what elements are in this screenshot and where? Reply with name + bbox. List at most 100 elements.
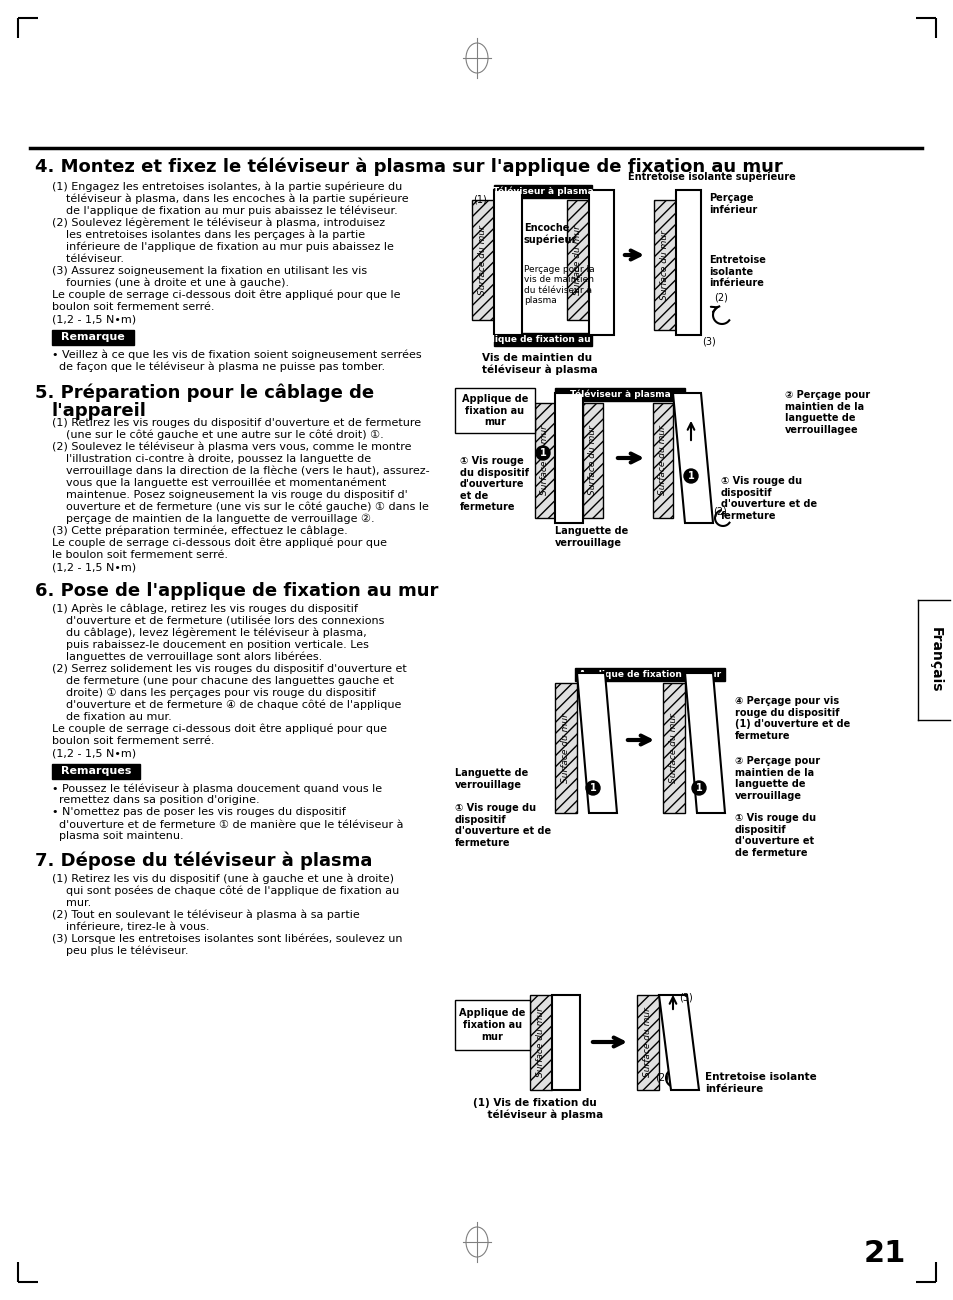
Text: (1) Retirez les vis rouges du dispositif d'ouverture et de fermeture: (1) Retirez les vis rouges du dispositif… — [52, 419, 420, 428]
Text: (2): (2) — [655, 1072, 668, 1083]
Text: d'ouverture et de fermeture (utilisée lors des connexions: d'ouverture et de fermeture (utilisée lo… — [52, 616, 384, 627]
Text: verrouillage dans la direction de la flèche (vers le haut), assurez-: verrouillage dans la direction de la flè… — [52, 465, 429, 477]
Text: inférieure de l'applique de fixation au mur puis abaissez le: inférieure de l'applique de fixation au … — [52, 242, 394, 252]
Text: ① Vis rouge du
dispositif
d'ouverture et de
fermeture: ① Vis rouge du dispositif d'ouverture et… — [720, 476, 817, 521]
Text: mur.: mur. — [52, 898, 91, 907]
Bar — [455, 387, 535, 433]
Text: qui sont posées de chaque côté de l'applique de fixation au: qui sont posées de chaque côté de l'appl… — [52, 887, 399, 897]
Text: Applique de fixation au mur: Applique de fixation au mur — [472, 335, 614, 345]
Text: ② Perçage pour
maintien de la
languette de
verrouillage: ② Perçage pour maintien de la languette … — [734, 757, 820, 801]
Text: Entretoise isolante
inférieure: Entretoise isolante inférieure — [704, 1072, 816, 1093]
Text: du câblage), levez légèrement le téléviseur à plasma,: du câblage), levez légèrement le télévis… — [52, 628, 366, 638]
Text: (3) Lorsque les entretoises isolantes sont libérées, soulevez un: (3) Lorsque les entretoises isolantes so… — [52, 933, 402, 945]
Text: Applique de
fixation au
mur: Applique de fixation au mur — [461, 394, 528, 428]
Text: 7. Dépose du téléviseur à plasma: 7. Dépose du téléviseur à plasma — [35, 852, 372, 871]
Bar — [552, 994, 579, 1089]
Bar — [555, 393, 582, 523]
Text: Le couple de serrage ci-dessous doit être appliqué pour que: Le couple de serrage ci-dessous doit êtr… — [52, 538, 387, 549]
Text: Entretoise isolante supérieure: Entretoise isolante supérieure — [627, 172, 795, 182]
Text: Téléviseur à plasma: Téléviseur à plasma — [569, 390, 670, 399]
Text: droite) ① dans les perçages pour vis rouge du dispositif: droite) ① dans les perçages pour vis rou… — [52, 688, 375, 698]
Bar — [494, 190, 521, 335]
Circle shape — [585, 781, 599, 796]
Text: de fixation au mur.: de fixation au mur. — [52, 712, 172, 722]
Text: Vis de maintien du
téléviseur à plasma: Vis de maintien du téléviseur à plasma — [481, 354, 598, 376]
Text: (1,2 - 1,5 N•m): (1,2 - 1,5 N•m) — [52, 562, 136, 572]
Bar — [662, 682, 684, 812]
Circle shape — [536, 446, 550, 460]
Text: ④ Perçage pour vis
rouge du dispositif
(1) d'ouverture et de
fermeture: ④ Perçage pour vis rouge du dispositif (… — [734, 696, 849, 741]
Bar — [654, 200, 676, 330]
Text: Surface du mur: Surface du mur — [478, 225, 487, 295]
Text: (une sur le côté gauche et une autre sur le côté droit) ①.: (une sur le côté gauche et une autre sur… — [52, 430, 383, 441]
Text: Surface du mur: Surface du mur — [536, 1008, 545, 1076]
Bar — [582, 403, 602, 517]
Bar — [535, 403, 555, 517]
Circle shape — [683, 469, 698, 484]
Text: (2) Serrez solidement les vis rouges du dispositif d'ouverture et: (2) Serrez solidement les vis rouges du … — [52, 664, 406, 673]
Circle shape — [691, 781, 705, 796]
Text: Surface du mur: Surface du mur — [540, 425, 549, 495]
Text: (3): (3) — [679, 992, 692, 1002]
Text: 6. Pose de l'applique de fixation au mur: 6. Pose de l'applique de fixation au mur — [35, 582, 438, 601]
Text: Surface du mur: Surface du mur — [669, 714, 678, 783]
Text: d'ouverture et de fermeture ④ de chaque côté de l'applique: d'ouverture et de fermeture ④ de chaque … — [52, 699, 401, 711]
Text: Surface du mur: Surface du mur — [573, 225, 582, 295]
Text: (2) Soulevez légèrement le téléviseur à plasma, introduisez: (2) Soulevez légèrement le téléviseur à … — [52, 218, 385, 229]
Text: de l'applique de fixation au mur puis abaissez le téléviseur.: de l'applique de fixation au mur puis ab… — [52, 205, 397, 217]
Text: Le couple de serrage ci-dessous doit être appliqué pour que: Le couple de serrage ci-dessous doit êtr… — [52, 724, 387, 734]
Text: Le couple de serrage ci-dessous doit être appliqué pour que le: Le couple de serrage ci-dessous doit êtr… — [52, 290, 400, 300]
Text: (1) Engagez les entretoises isolantes, à la partie supérieure du: (1) Engagez les entretoises isolantes, à… — [52, 182, 402, 192]
Bar — [555, 682, 577, 812]
Text: Surface du mur: Surface du mur — [588, 425, 597, 495]
Text: peu plus le téléviseur.: peu plus le téléviseur. — [52, 946, 189, 957]
Text: (3): (3) — [701, 337, 715, 347]
Text: Encoche
supérieur: Encoche supérieur — [523, 224, 577, 246]
Text: (1) Retirez les vis du dispositif (une à gauche et une à droite): (1) Retirez les vis du dispositif (une à… — [52, 874, 394, 884]
Bar — [652, 403, 672, 517]
Text: de façon que le téléviseur à plasma ne puisse pas tomber.: de façon que le téléviseur à plasma ne p… — [52, 361, 385, 373]
Text: téléviseur à plasma, dans les encoches à la partie supérieure: téléviseur à plasma, dans les encoches à… — [52, 194, 408, 204]
Bar — [455, 1000, 530, 1050]
Text: fournies (une à droite et une à gauche).: fournies (une à droite et une à gauche). — [52, 278, 289, 289]
Text: téléviseur.: téléviseur. — [52, 254, 124, 264]
Text: 5. Préparation pour le câblage de: 5. Préparation pour le câblage de — [35, 384, 374, 403]
Text: Applique de
fixation au
mur: Applique de fixation au mur — [458, 1009, 525, 1041]
Polygon shape — [672, 393, 712, 523]
Polygon shape — [684, 673, 724, 812]
Text: Perçage
inférieur: Perçage inférieur — [708, 192, 757, 214]
Text: ① Vis rouge du
dispositif
d'ouverture et de
fermeture: ① Vis rouge du dispositif d'ouverture et… — [455, 803, 551, 848]
Text: d'ouverture et de fermeture ① de manière que le téléviseur à: d'ouverture et de fermeture ① de manière… — [52, 819, 403, 829]
Text: le boulon soit fermement serré.: le boulon soit fermement serré. — [52, 550, 228, 560]
Bar — [566, 200, 588, 320]
Polygon shape — [577, 673, 617, 812]
Text: languettes de verrouillage sont alors libérées.: languettes de verrouillage sont alors li… — [52, 653, 322, 663]
Text: Perçage pour la
vis de maintien
du téléviseur à
plasma: Perçage pour la vis de maintien du télév… — [523, 265, 594, 306]
Bar — [530, 994, 552, 1089]
Text: 1: 1 — [589, 783, 596, 793]
Text: Surface du mur: Surface du mur — [561, 714, 570, 783]
Text: l'illustration ci-contre à droite, poussez la languette de: l'illustration ci-contre à droite, pouss… — [52, 454, 371, 464]
Text: Surface du mur: Surface du mur — [643, 1008, 652, 1076]
Text: boulon soit fermement serré.: boulon soit fermement serré. — [52, 302, 214, 312]
Text: ② Perçage pour
maintien de la
languette de
verrouillagee: ② Perçage pour maintien de la languette … — [784, 390, 869, 434]
Text: Téléviseur à plasma: Téléviseur à plasma — [492, 187, 593, 196]
Text: Languette de
verrouillage: Languette de verrouillage — [555, 526, 628, 547]
Text: ① Vis rouge du
dispositif
d'ouverture et
de fermeture: ① Vis rouge du dispositif d'ouverture et… — [734, 812, 815, 858]
Text: ouverture et de fermeture (une vis sur le côté gauche) ① dans le: ouverture et de fermeture (une vis sur l… — [52, 502, 429, 512]
FancyBboxPatch shape — [575, 668, 724, 681]
Text: Surface du mur: Surface du mur — [659, 230, 669, 300]
FancyBboxPatch shape — [494, 185, 592, 198]
Text: Français: Français — [928, 628, 942, 693]
Text: les entretoises isolantes dans les perçages à la partie: les entretoises isolantes dans les perça… — [52, 230, 365, 240]
Text: vous que la languette est verrouillée et momentanément: vous que la languette est verrouillée et… — [52, 478, 386, 489]
Text: Remarques: Remarques — [61, 767, 132, 776]
Text: plasma soit maintenu.: plasma soit maintenu. — [52, 831, 183, 841]
Text: (1): (1) — [473, 195, 486, 205]
Text: l'appareil: l'appareil — [52, 402, 147, 420]
FancyBboxPatch shape — [555, 387, 684, 400]
Text: de fermeture (une pour chacune des languettes gauche et: de fermeture (une pour chacune des langu… — [52, 676, 394, 686]
Text: maintenue. Posez soigneusement la vis rouge du dispositif d': maintenue. Posez soigneusement la vis ro… — [52, 490, 407, 501]
Text: (2) Soulevez le téléviseur à plasma vers vous, comme le montre: (2) Soulevez le téléviseur à plasma vers… — [52, 442, 411, 452]
Text: 1: 1 — [539, 448, 546, 458]
